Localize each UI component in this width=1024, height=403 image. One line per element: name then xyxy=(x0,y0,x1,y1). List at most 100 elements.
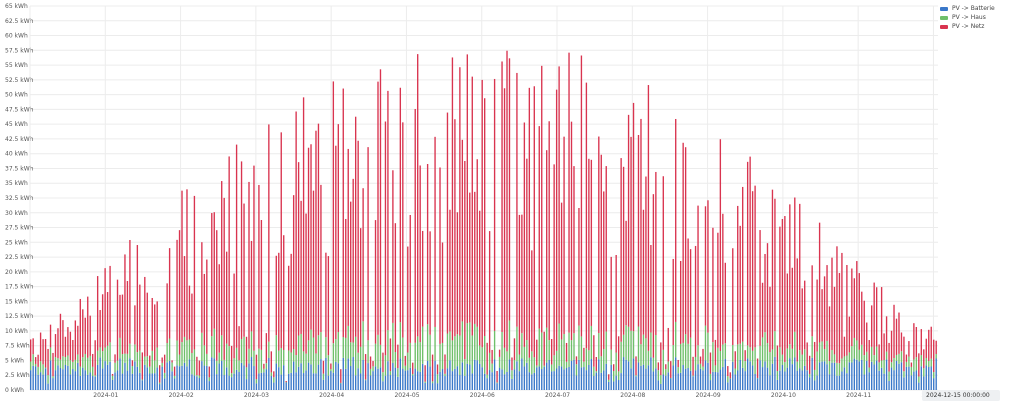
bar-segment-battery[interactable] xyxy=(727,382,729,390)
bar-segment-grid[interactable] xyxy=(37,354,39,367)
bar-segment-battery[interactable] xyxy=(843,367,846,390)
bar-segment-grid[interactable] xyxy=(171,360,173,363)
bar-segment-house[interactable] xyxy=(650,332,652,358)
bar-segment-battery[interactable] xyxy=(689,370,692,390)
bar-segment-battery[interactable] xyxy=(930,366,932,391)
bar-segment-battery[interactable] xyxy=(903,377,905,390)
bar-segment-battery[interactable] xyxy=(781,365,784,390)
bar-segment-grid[interactable] xyxy=(156,301,158,348)
bar-segment-grid[interactable] xyxy=(161,357,163,363)
bar-segment-grid[interactable] xyxy=(74,320,77,360)
bar-segment-battery[interactable] xyxy=(709,380,712,390)
bar-segment-battery[interactable] xyxy=(568,366,570,390)
bar-segment-grid[interactable] xyxy=(446,112,449,334)
bar-segment-house[interactable] xyxy=(459,335,461,376)
bar-segment-battery[interactable] xyxy=(250,357,253,390)
bar-segment-battery[interactable] xyxy=(692,376,694,390)
bar-segment-grid[interactable] xyxy=(364,354,367,380)
bar-segment-house[interactable] xyxy=(42,364,44,375)
bar-segment-battery[interactable] xyxy=(397,376,399,390)
bar-segment-grid[interactable] xyxy=(302,97,305,352)
bar-segment-house[interactable] xyxy=(253,350,255,367)
bar-segment-house[interactable] xyxy=(764,332,766,362)
bar-segment-battery[interactable] xyxy=(399,358,402,390)
bar-segment-house[interactable] xyxy=(672,345,674,366)
bar-segment-grid[interactable] xyxy=(734,351,736,369)
bar-segment-battery[interactable] xyxy=(426,360,429,390)
bar-segment-grid[interactable] xyxy=(935,340,937,355)
bar-segment-grid[interactable] xyxy=(553,164,555,356)
bar-segment-battery[interactable] xyxy=(139,372,141,390)
bar-segment-house[interactable] xyxy=(216,360,218,375)
bar-segment-battery[interactable] xyxy=(54,370,57,390)
bar-segment-battery[interactable] xyxy=(469,364,471,390)
bar-segment-battery[interactable] xyxy=(622,357,625,390)
bar-segment-house[interactable] xyxy=(813,369,816,381)
bar-segment-battery[interactable] xyxy=(769,375,771,390)
bar-segment-grid[interactable] xyxy=(342,88,344,337)
bar-segment-house[interactable] xyxy=(878,362,880,371)
bar-segment-battery[interactable] xyxy=(317,364,320,390)
bar-segment-grid[interactable] xyxy=(283,235,285,350)
bar-segment-house[interactable] xyxy=(429,334,431,367)
bar-segment-house[interactable] xyxy=(362,321,364,360)
bar-segment-house[interactable] xyxy=(816,351,818,376)
bar-segment-battery[interactable] xyxy=(163,378,166,390)
bar-segment-house[interactable] xyxy=(377,334,379,369)
bar-segment-house[interactable] xyxy=(317,335,320,365)
bar-segment-grid[interactable] xyxy=(759,230,761,346)
bar-segment-battery[interactable] xyxy=(585,370,588,390)
bar-segment-grid[interactable] xyxy=(898,312,900,354)
bar-segment-grid[interactable] xyxy=(265,333,268,364)
bar-segment-house[interactable] xyxy=(828,361,831,375)
bar-segment-battery[interactable] xyxy=(106,364,109,390)
bar-segment-battery[interactable] xyxy=(270,375,272,390)
bar-segment-grid[interactable] xyxy=(67,327,69,356)
bar-segment-house[interactable] xyxy=(168,338,171,361)
bar-segment-grid[interactable] xyxy=(888,342,890,372)
bar-segment-battery[interactable] xyxy=(615,375,617,390)
bar-segment-grid[interactable] xyxy=(771,189,774,350)
bar-segment-battery[interactable] xyxy=(312,373,315,390)
bar-segment-battery[interactable] xyxy=(295,372,297,390)
bar-segment-battery[interactable] xyxy=(575,375,578,390)
bar-segment-battery[interactable] xyxy=(362,359,364,390)
bar-segment-battery[interactable] xyxy=(873,364,875,390)
bar-segment-battery[interactable] xyxy=(305,370,307,390)
bar-segment-grid[interactable] xyxy=(96,276,99,351)
bar-segment-house[interactable] xyxy=(461,321,464,363)
bar-segment-grid[interactable] xyxy=(719,139,722,351)
bar-segment-battery[interactable] xyxy=(330,371,332,390)
bar-segment-house[interactable] xyxy=(846,355,848,374)
bar-segment-battery[interactable] xyxy=(77,362,79,390)
bar-segment-grid[interactable] xyxy=(47,348,49,376)
bar-segment-battery[interactable] xyxy=(784,371,786,390)
bar-segment-grid[interactable] xyxy=(250,240,253,332)
bar-segment-grid[interactable] xyxy=(642,209,645,335)
bar-segment-house[interactable] xyxy=(431,381,434,384)
bar-segment-battery[interactable] xyxy=(521,358,523,390)
bar-segment-house[interactable] xyxy=(350,342,352,367)
bar-segment-battery[interactable] xyxy=(868,372,870,390)
bar-segment-grid[interactable] xyxy=(660,342,662,376)
bar-segment-grid[interactable] xyxy=(69,331,72,361)
bar-segment-grid[interactable] xyxy=(863,300,865,356)
bar-segment-house[interactable] xyxy=(183,336,186,363)
bar-segment-grid[interactable] xyxy=(622,166,625,335)
bar-segment-house[interactable] xyxy=(722,344,724,367)
bar-segment-battery[interactable] xyxy=(662,374,664,390)
bar-segment-grid[interactable] xyxy=(377,81,379,335)
bar-segment-grid[interactable] xyxy=(484,98,486,336)
bar-segment-house[interactable] xyxy=(908,356,910,367)
bar-segment-grid[interactable] xyxy=(570,121,573,341)
bar-segment-house[interactable] xyxy=(513,360,516,370)
bar-segment-house[interactable] xyxy=(660,375,662,384)
bar-segment-house[interactable] xyxy=(751,350,754,366)
bar-segment-house[interactable] xyxy=(454,336,456,369)
bar-segment-house[interactable] xyxy=(92,366,94,377)
bar-segment-house[interactable] xyxy=(126,353,129,371)
bar-segment-house[interactable] xyxy=(434,326,436,361)
bar-segment-grid[interactable] xyxy=(335,145,337,340)
bar-segment-house[interactable] xyxy=(342,337,344,358)
bar-segment-grid[interactable] xyxy=(362,188,364,322)
